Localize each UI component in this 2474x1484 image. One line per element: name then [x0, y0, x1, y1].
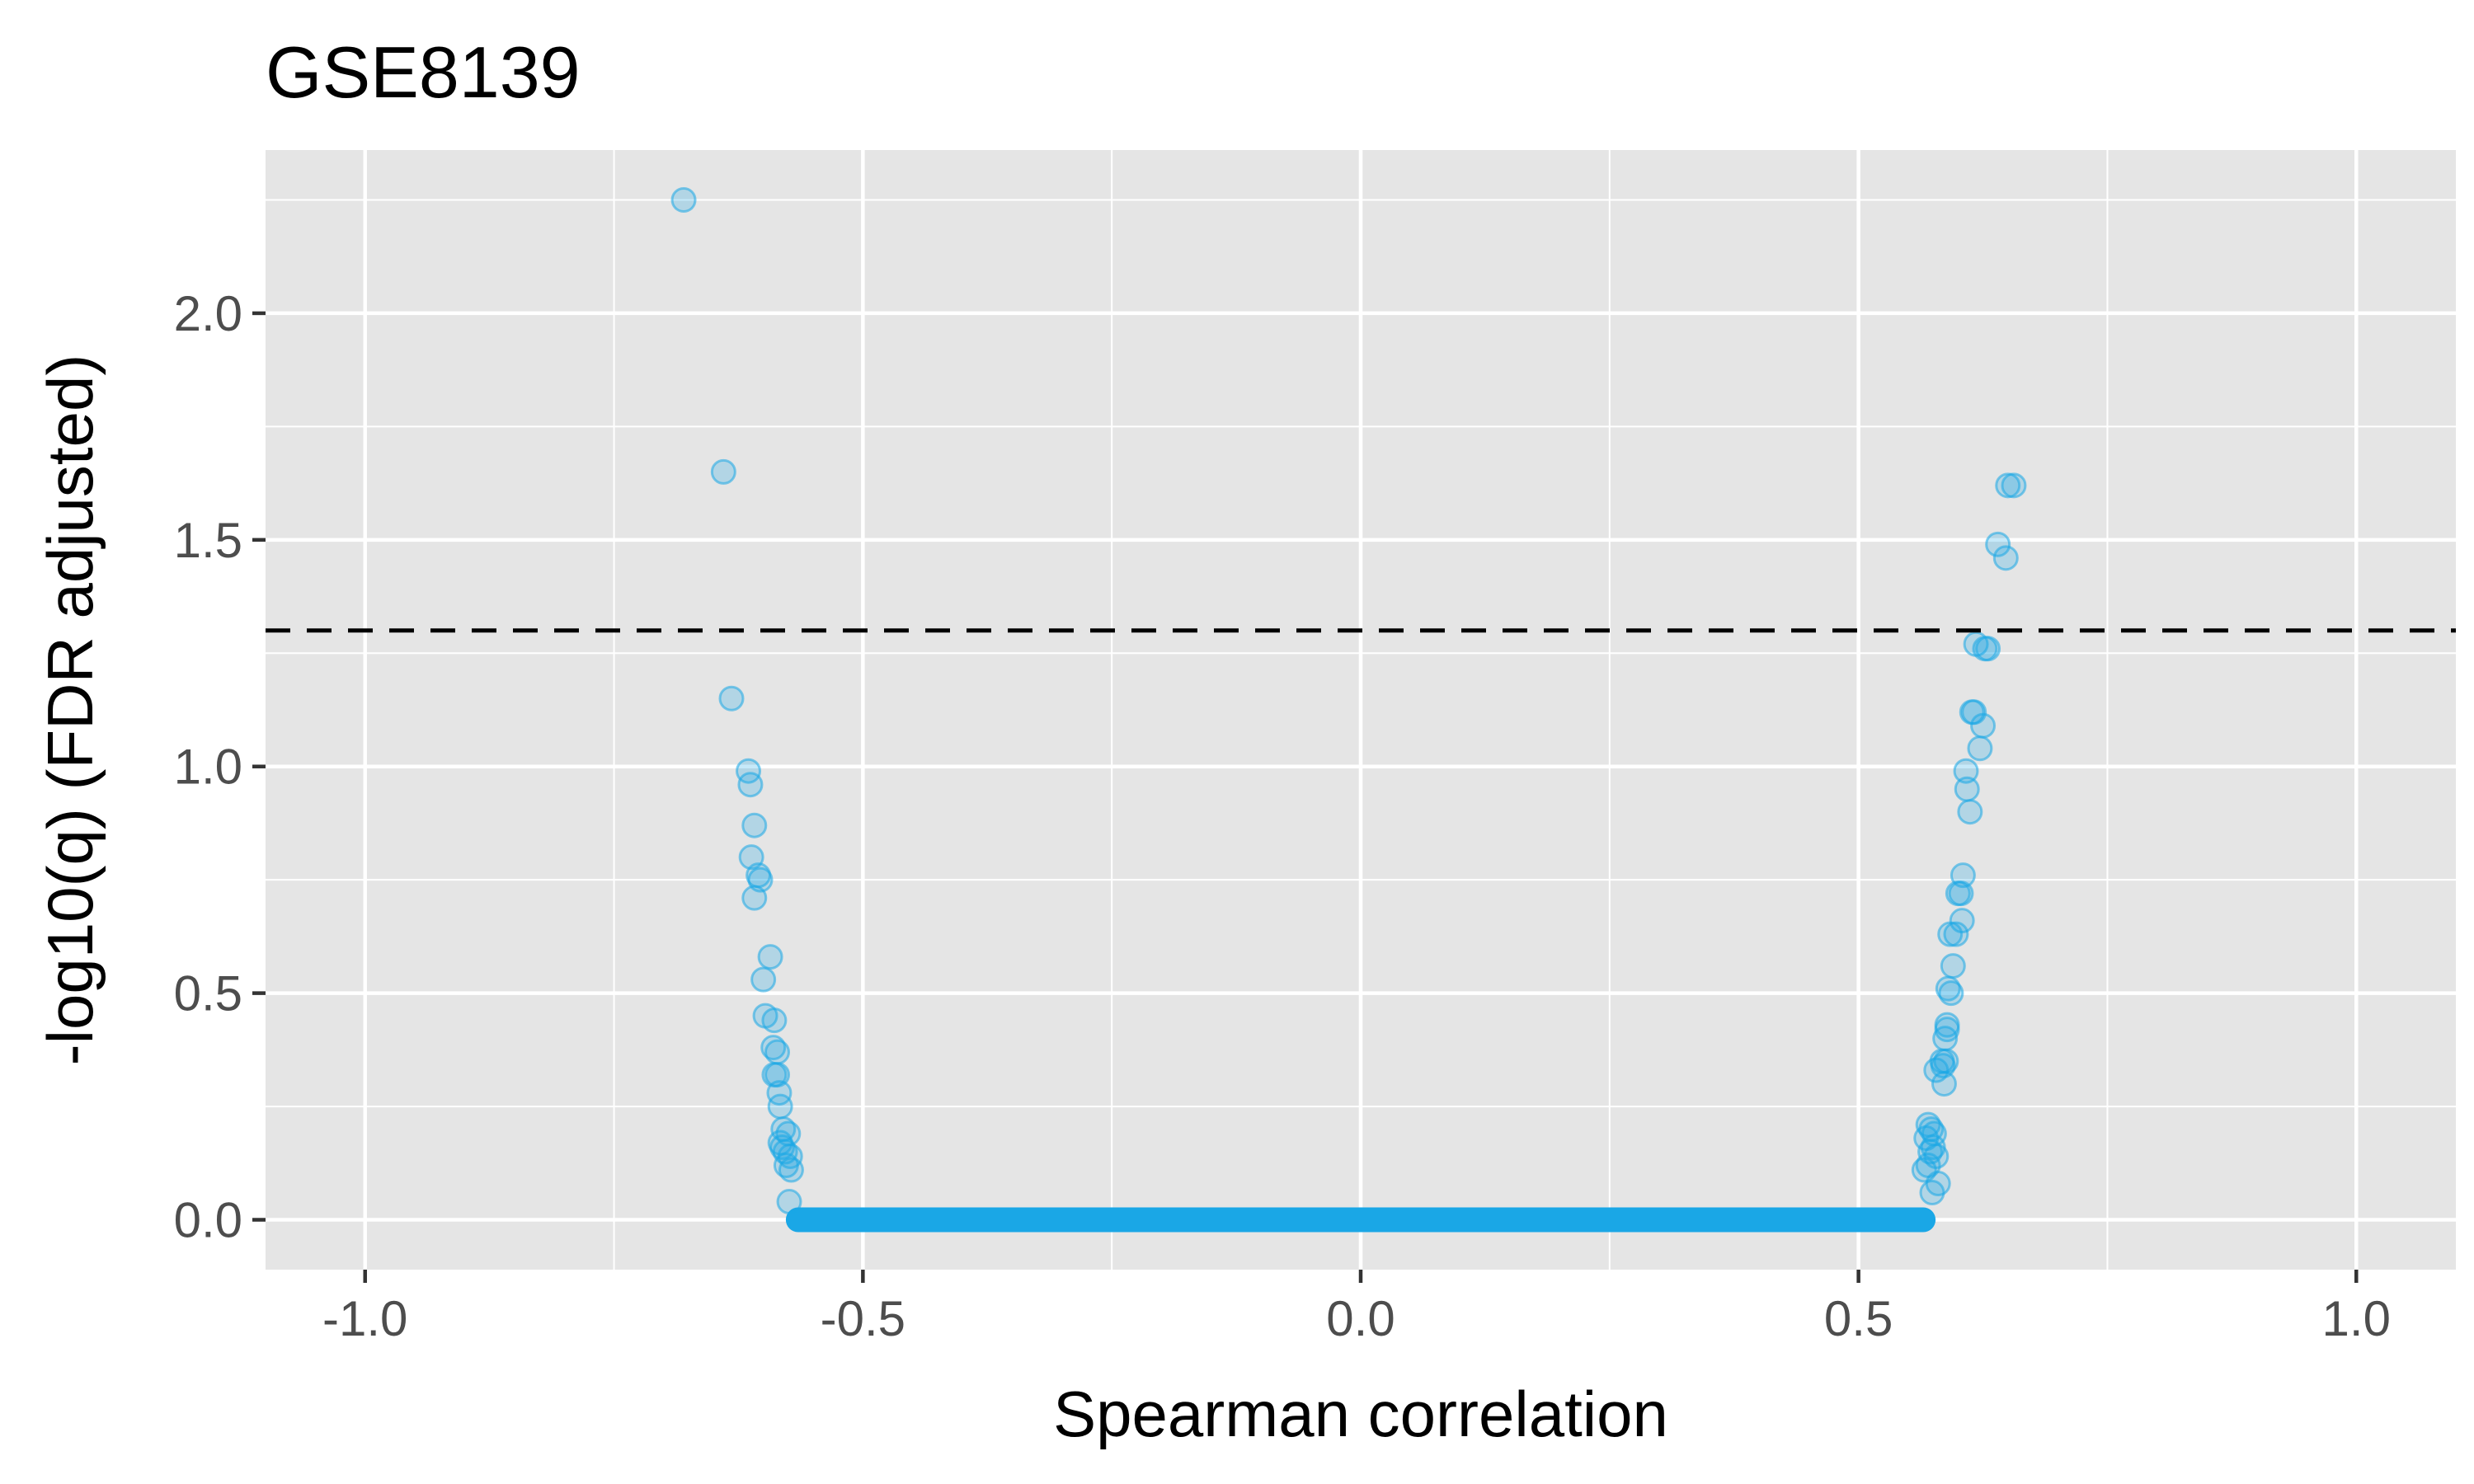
data-point	[1967, 735, 1993, 762]
data-point	[1970, 712, 1997, 739]
y-tick-label: 0.0	[174, 1193, 242, 1248]
data-point	[778, 1157, 804, 1183]
y-tick-label: 1.5	[174, 513, 242, 568]
x-axis-title: Spearman correlation	[1053, 1378, 1668, 1450]
data-point	[1950, 862, 1976, 889]
data-point	[1940, 953, 1966, 979]
data-point	[767, 1093, 793, 1120]
data-point	[1995, 472, 2021, 499]
x-tick-label: 1.0	[2322, 1291, 2391, 1346]
data-point	[670, 186, 697, 213]
y-tick-label: 1.0	[174, 740, 242, 795]
plot-area: -1.0 -0.5 0.0 0.5 1.0 0.0 0.5 1.0 1.5 2.0	[174, 150, 2456, 1346]
data-point	[710, 458, 736, 485]
data-point	[750, 966, 777, 993]
data-point	[1953, 758, 1979, 784]
data-point	[2001, 472, 2027, 499]
x-tick-label: 0.0	[1326, 1291, 1395, 1346]
data-point	[757, 944, 783, 970]
data-point	[1919, 1180, 1945, 1206]
x-tick-label: -1.0	[322, 1291, 407, 1346]
x-tick-label: -0.5	[821, 1291, 905, 1346]
data-point	[718, 685, 745, 711]
data-point	[741, 812, 768, 838]
y-tick-label: 0.5	[174, 966, 242, 1021]
data-point	[737, 772, 764, 798]
data-point	[776, 1189, 802, 1215]
data-point	[1933, 1048, 1959, 1074]
data-point	[764, 1039, 791, 1065]
data-point	[1948, 881, 1974, 907]
data-layer	[266, 186, 2456, 1233]
chart-title: GSE8139	[266, 31, 581, 113]
data-point	[1957, 799, 1983, 825]
data-point	[1938, 980, 1964, 1007]
data-point	[1934, 1012, 1960, 1038]
data-point	[1992, 545, 2019, 571]
data-point	[764, 1062, 791, 1088]
data-point	[1949, 908, 1975, 934]
data-point	[761, 1007, 788, 1034]
data-point	[1975, 636, 2001, 662]
data-point	[1943, 921, 1969, 947]
data-point	[738, 844, 764, 871]
data-point	[741, 885, 768, 911]
data-point	[1931, 1071, 1957, 1097]
y-tick-label: 2.0	[174, 286, 242, 341]
y-axis-title: -log10(q) (FDR adjusted)	[34, 355, 106, 1066]
data-point	[1985, 531, 2011, 557]
x-tick-label: 0.5	[1824, 1291, 1893, 1346]
